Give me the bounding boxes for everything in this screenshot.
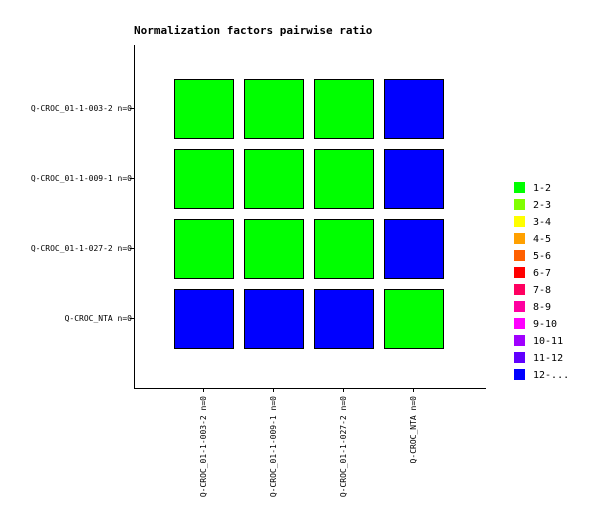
cell bbox=[244, 219, 304, 279]
legend-label: 5-6 bbox=[533, 251, 551, 262]
cell bbox=[174, 219, 234, 279]
legend-label: 11-12 bbox=[533, 353, 563, 364]
cell bbox=[384, 79, 444, 139]
column-label: Q-CROC_01-1-009-1 n=0 bbox=[269, 396, 278, 497]
cell bbox=[314, 219, 374, 279]
legend-label: 7-8 bbox=[533, 285, 551, 296]
legend-label: 10-11 bbox=[533, 336, 563, 347]
column-label: Q-CROC_01-1-003-2 n=0 bbox=[199, 396, 208, 497]
legend-label: 4-5 bbox=[533, 234, 551, 245]
legend-swatch bbox=[514, 369, 525, 380]
row-label: Q-CROC_01-1-003-2 n=0 bbox=[31, 104, 132, 113]
cell bbox=[244, 79, 304, 139]
cell bbox=[384, 219, 444, 279]
cell bbox=[384, 149, 444, 209]
cell bbox=[174, 289, 234, 349]
column-label: Q-CROC_NTA n=0 bbox=[409, 396, 418, 464]
cell bbox=[174, 149, 234, 209]
legend-swatch bbox=[514, 182, 525, 193]
legend-label: 12-... bbox=[533, 370, 569, 381]
legend-label: 6-7 bbox=[533, 268, 551, 279]
legend-swatch bbox=[514, 199, 525, 210]
legend-swatch bbox=[514, 352, 525, 363]
cell bbox=[244, 149, 304, 209]
column-label: Q-CROC_01-1-027-2 n=0 bbox=[339, 396, 348, 497]
cell bbox=[384, 289, 444, 349]
cell bbox=[244, 289, 304, 349]
legend-swatch bbox=[514, 284, 525, 295]
legend-label: 8-9 bbox=[533, 302, 551, 313]
row-label: Q-CROC_01-1-009-1 n=0 bbox=[31, 174, 132, 183]
legend-swatch bbox=[514, 318, 525, 329]
legend-swatch bbox=[514, 250, 525, 261]
legend-swatch bbox=[514, 335, 525, 346]
legend-label: 1-2 bbox=[533, 183, 551, 194]
legend-swatch bbox=[514, 267, 525, 278]
cell bbox=[314, 79, 374, 139]
chart-title: Normalization factors pairwise ratio bbox=[134, 24, 373, 37]
cell bbox=[314, 149, 374, 209]
legend-label: 3-4 bbox=[533, 217, 551, 228]
legend-swatch bbox=[514, 216, 525, 227]
row-label: Q-CROC_01-1-027-2 n=0 bbox=[31, 244, 132, 253]
cell bbox=[174, 79, 234, 139]
legend-label: 9-10 bbox=[533, 319, 557, 330]
legend-swatch bbox=[514, 301, 525, 312]
legend-label: 2-3 bbox=[533, 200, 551, 211]
row-label: Q-CROC_NTA n=0 bbox=[65, 314, 133, 323]
cell bbox=[314, 289, 374, 349]
legend-swatch bbox=[514, 233, 525, 244]
